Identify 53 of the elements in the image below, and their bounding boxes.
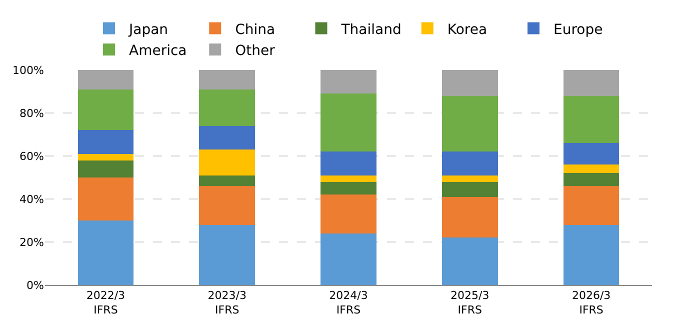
legend-label: Thailand (340, 22, 402, 38)
bar (199, 175, 256, 186)
y-tick-label: 80% (20, 106, 44, 120)
legend-label: Korea (447, 22, 488, 38)
y-tick-label: 60% (20, 150, 44, 163)
bar (563, 186, 620, 225)
x-tick-label: 2022/3 IFRS (86, 289, 126, 316)
legend-label: Japan (128, 22, 168, 38)
bar (563, 173, 620, 186)
bar (442, 152, 498, 176)
bar (320, 94, 376, 152)
y-tick-label: 100% (12, 64, 44, 77)
y-tick-label: 20% (20, 236, 44, 249)
legend-label: America (129, 42, 187, 59)
bar (442, 96, 498, 152)
bar (199, 150, 256, 176)
bar (199, 89, 256, 126)
bar (78, 70, 134, 90)
y-tick-label: 0% (26, 278, 44, 292)
bar (563, 224, 620, 285)
x-tick-label: 2024/3 IFRS (329, 289, 368, 316)
bar (442, 238, 498, 285)
bar (563, 70, 620, 96)
bar (442, 196, 498, 238)
bar (563, 164, 620, 174)
x-tick-label: 2023/3 IFRS (208, 289, 246, 316)
bar (199, 126, 256, 150)
bar (78, 130, 134, 154)
bar (320, 182, 376, 195)
bar (320, 194, 376, 234)
bar (199, 70, 256, 90)
legend-label: China (235, 22, 276, 38)
bar (199, 224, 256, 285)
bar (199, 186, 256, 225)
bar (78, 160, 134, 178)
bar (320, 175, 376, 182)
x-tick-label: 2026/3 IFRS (572, 289, 611, 316)
bar (320, 70, 376, 94)
bar (442, 70, 498, 96)
bar (78, 89, 134, 130)
bar (442, 175, 498, 182)
bar (78, 178, 134, 220)
bar (320, 233, 376, 285)
x-tick-label: 2025/3 IFRS (450, 289, 490, 316)
y-tick-label: 40% (20, 192, 44, 206)
bar (320, 152, 376, 176)
legend-label: Other (235, 42, 276, 59)
bar (563, 96, 620, 144)
bar (78, 220, 134, 285)
bar (563, 143, 620, 165)
legend-label: Europe (554, 22, 603, 38)
bar (78, 154, 134, 160)
bar (442, 182, 498, 197)
